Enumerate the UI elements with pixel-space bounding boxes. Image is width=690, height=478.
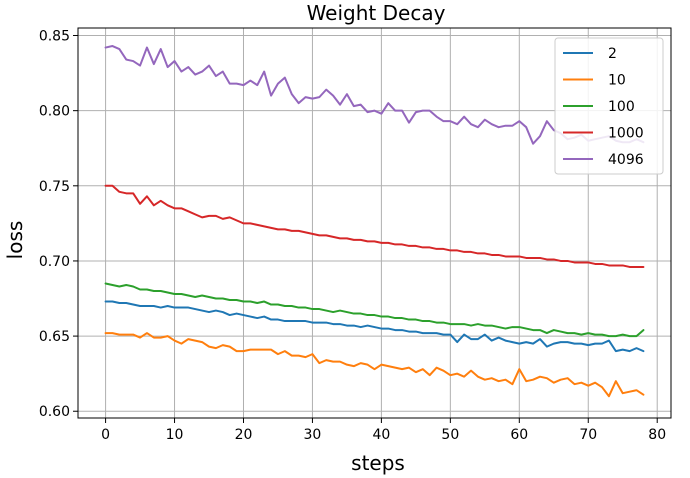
legend-label-100: 100 (608, 99, 635, 115)
y-tick-label: 0.75 (39, 179, 70, 195)
series-line-4096 (104, 45, 645, 145)
series-line-1000 (104, 184, 645, 268)
chart-title: Weight Decay (307, 1, 446, 25)
y-tick-label: 0.65 (39, 329, 70, 345)
y-axis-label: loss (3, 221, 27, 260)
y-tick-label: 0.85 (39, 29, 70, 45)
series-line-2 (104, 300, 645, 353)
series-line-10 (104, 332, 645, 398)
series-line-100 (104, 282, 645, 338)
legend-label-4096: 4096 (608, 152, 644, 168)
y-tick-label: 0.70 (39, 254, 70, 270)
x-tick-label: 10 (166, 427, 184, 443)
x-tick-label: 50 (441, 427, 459, 443)
y-tick-label: 0.80 (39, 104, 70, 120)
x-tick-label: 30 (304, 427, 322, 443)
axis-ticks: 0 10 20 30 40 50 60 70 80 0.60 0.65 0.70 0.75 0.80 0.8… (39, 29, 666, 443)
x-tick-label: 20 (235, 427, 253, 443)
x-axis-label: steps (351, 451, 405, 475)
x-tick-label: 40 (372, 427, 390, 443)
x-tick-label: 70 (579, 427, 597, 443)
legend: 2 10 100 1000 4096 (554, 37, 664, 175)
y-tick-label: 0.60 (39, 404, 70, 420)
legend-label-2: 2 (608, 46, 617, 62)
legend-box (554, 37, 664, 175)
plot-frame (77, 27, 672, 419)
x-tick-label: 60 (510, 427, 528, 443)
x-tick-label: 0 (101, 427, 110, 443)
series-lines (104, 45, 645, 398)
x-tick-label: 80 (648, 427, 666, 443)
legend-label-10: 10 (608, 73, 626, 89)
legend-label-1000: 1000 (608, 126, 644, 142)
